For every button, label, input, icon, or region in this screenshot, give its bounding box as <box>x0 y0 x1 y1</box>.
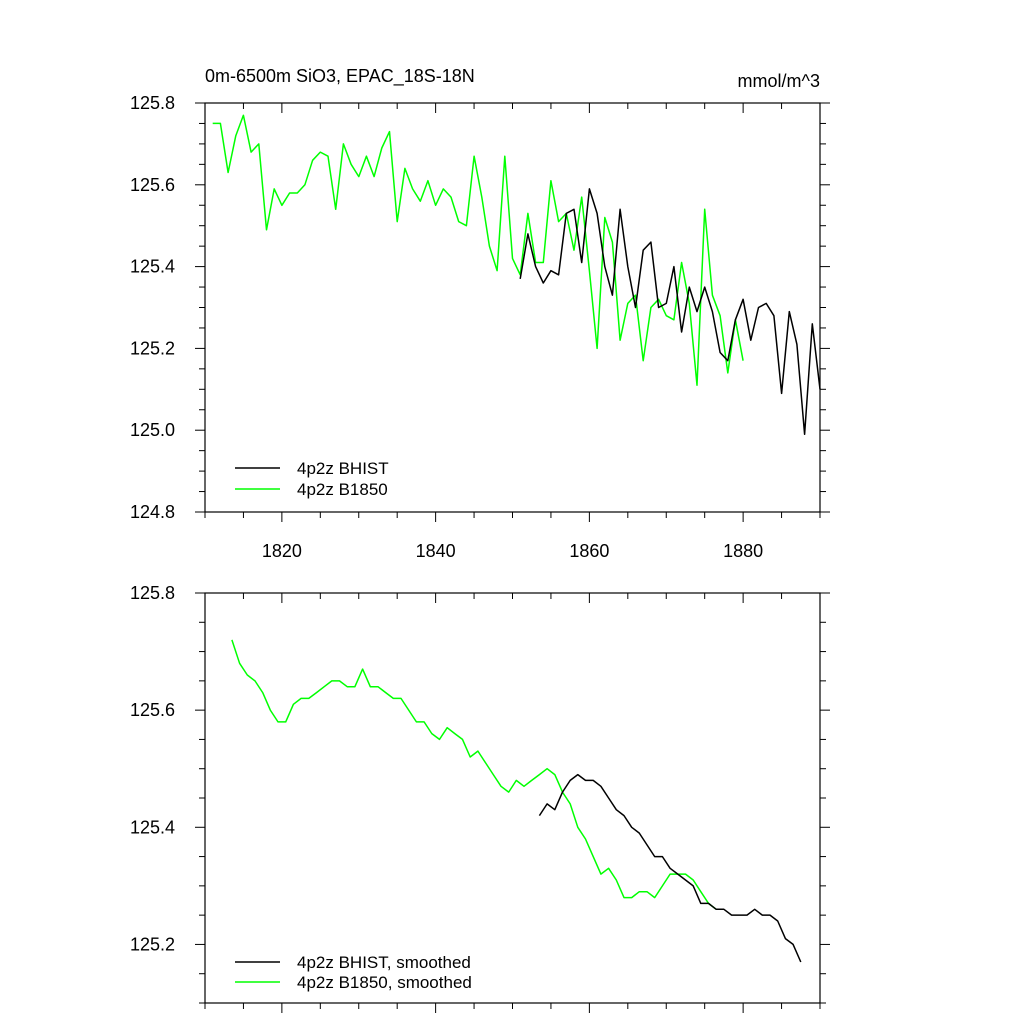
y-tick-label: 125.2 <box>130 338 175 358</box>
series-line-4p2z-b1850 <box>212 114 744 386</box>
series-line-4p2z-bhist-smoothed <box>538 773 802 963</box>
y-tick-label: 125.4 <box>130 817 175 837</box>
y-tick-label: 125.2 <box>130 934 175 954</box>
chart-title: 0m-6500m SiO3, EPAC_18S-18N <box>205 66 475 87</box>
legend-label-bhist-smoothed: 4p2z BHIST, smoothed <box>297 953 471 972</box>
y-tick-label: 125.0 <box>130 420 175 440</box>
series-lines <box>212 114 821 436</box>
series-lines <box>231 639 802 963</box>
tick-labels: 1820 1840 1860 1880 124.8 125.0 125.2 125.4 125.… <box>130 93 763 561</box>
x-tick-label: 1840 <box>416 541 456 561</box>
y-tick-label: 125.6 <box>130 175 175 195</box>
plot-frame <box>204 592 821 1004</box>
series-line-4p2z-bhist <box>519 188 821 436</box>
legend-label-b1850-smoothed: 4p2z B1850, smoothed <box>297 973 472 992</box>
legend-label-b1850: 4p2z B1850 <box>297 480 388 499</box>
y-tick-label: 125.4 <box>130 257 175 277</box>
x-tick-label: 1820 <box>262 541 302 561</box>
x-tick-label: 1880 <box>723 541 763 561</box>
y-tick-label: 125.8 <box>130 93 175 113</box>
plot-frame <box>204 102 821 513</box>
y-tick-label: 125.8 <box>130 583 175 603</box>
y-tick-label: 125.6 <box>130 700 175 720</box>
top-chart-panel: 0m-6500m SiO3, EPAC_18S-18N mmol/m^3 182… <box>130 66 830 561</box>
legend: 4p2z BHIST 4p2z B1850 <box>235 459 389 499</box>
series-line-4p2z-b1850-smoothed <box>231 639 717 910</box>
tick-marks <box>195 102 830 522</box>
legend: 4p2z BHIST, smoothed 4p2z B1850, smoothe… <box>235 953 472 992</box>
x-tick-label: 1860 <box>569 541 609 561</box>
y-tick-label: 124.8 <box>130 502 175 522</box>
tick-labels: 125.2 125.4 125.6 125.8 <box>130 583 175 954</box>
legend-label-bhist: 4p2z BHIST <box>297 459 389 478</box>
units-label: mmol/m^3 <box>738 71 820 91</box>
bottom-chart-panel: 125.2 125.4 125.6 125.8 4p2z BHIST, smoothe… <box>130 583 830 1013</box>
